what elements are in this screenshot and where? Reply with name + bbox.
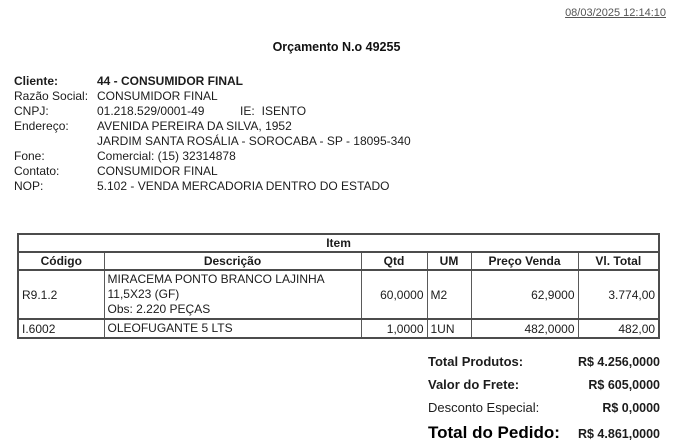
item-qtd: 1,0000 <box>360 318 428 339</box>
nop-label: NOP: <box>14 179 44 193</box>
table-column-header-row: Código Descrição Qtd UM Preço Venda Vl. … <box>17 251 660 271</box>
total-produtos-row: Total Produtos: R$ 4.256,0000 <box>428 354 660 370</box>
item-preco-venda: 482,0000 <box>470 318 579 339</box>
cnpj-row: 01.218.529/0001-49 IE: ISENTO <box>97 104 411 119</box>
endereco-label-spacer <box>14 134 97 149</box>
column-header-preco-venda: Preço Venda <box>470 251 579 271</box>
valor-frete-row: Valor do Frete: R$ 605,0000 <box>428 377 660 393</box>
item-codigo: R9.1.2 <box>17 269 105 320</box>
table-row: R9.1.2 MIRACEMA PONTO BRANCO LAJINHA 11,… <box>17 269 660 320</box>
table-group-header: Item <box>17 233 660 253</box>
item-um: 1UN <box>426 318 472 339</box>
item-descricao: MIRACEMA PONTO BRANCO LAJINHA 11,5X23 (G… <box>103 269 362 320</box>
total-pedido-value: R$ 4.861,0000 <box>577 427 660 441</box>
report-timestamp: 08/03/2025 12:14:10 <box>565 7 666 19</box>
contato-value: CONSUMIDOR FINAL <box>97 164 218 178</box>
contato-label: Contato: <box>14 164 60 178</box>
column-header-descricao: Descrição <box>103 251 362 271</box>
table-group-header-row: Item <box>17 233 660 253</box>
ie-value: ISENTO <box>261 104 307 118</box>
valor-frete-label: Valor do Frete: <box>428 377 520 392</box>
item-um: M2 <box>426 269 472 320</box>
column-header-vl-total: Vl. Total <box>577 251 660 271</box>
item-vl-total: 3.774,00 <box>577 269 660 320</box>
endereco-value-line2: JARDIM SANTA ROSÁLIA - SOROCABA - SP - 1… <box>97 134 411 148</box>
item-descricao: OLEOFUGANTE 5 LTS <box>103 318 362 339</box>
nop-value: 5.102 - VENDA MERCADORIA DENTRO DO ESTAD… <box>97 179 390 193</box>
column-header-codigo: Código <box>17 251 105 271</box>
total-pedido-label: Total do Pedido: <box>428 423 560 442</box>
item-qtd: 60,0000 <box>360 269 428 320</box>
item-vl-total: 482,00 <box>577 318 660 339</box>
cnpj-label: CNPJ: <box>14 104 49 118</box>
cnpj-value: 01.218.529/0001-49 <box>97 104 205 118</box>
fone-value: Comercial: (15) 32314878 <box>97 149 236 163</box>
razao-social-label: Razão Social: <box>14 89 89 103</box>
endereco-value-line1: AVENIDA PEREIRA DA SILVA, 1952 <box>97 119 292 133</box>
table-row: I.6002 OLEOFUGANTE 5 LTS 1,0000 1UN 482,… <box>17 318 660 339</box>
items-table: Item Código Descrição Qtd UM Preço Venda… <box>17 233 661 339</box>
column-header-qtd: Qtd <box>360 251 428 271</box>
client-label: Cliente: <box>14 74 59 88</box>
desconto-especial-label: Desconto Especial: <box>428 400 540 415</box>
razao-social-value: CONSUMIDOR FINAL <box>97 89 218 103</box>
column-header-um: UM <box>426 251 472 271</box>
desconto-especial-value: R$ 0,0000 <box>602 401 660 415</box>
total-produtos-value: R$ 4.256,0000 <box>577 355 660 369</box>
client-value: 44 - CONSUMIDOR FINAL <box>97 74 244 88</box>
endereco-label: Endereço: <box>14 119 69 133</box>
item-codigo: I.6002 <box>17 318 105 339</box>
total-pedido-row: Total do Pedido: R$ 4.861,0000 <box>428 423 660 443</box>
desconto-especial-row: Desconto Especial: R$ 0,0000 <box>428 400 660 416</box>
valor-frete-value: R$ 605,0000 <box>588 378 660 392</box>
total-produtos-label: Total Produtos: <box>428 354 524 369</box>
fone-label: Fone: <box>14 149 45 163</box>
client-info-block: Cliente: 44 - CONSUMIDOR FINAL Razão Soc… <box>14 74 411 194</box>
item-preco-venda: 62,9000 <box>470 269 579 320</box>
totals-block: Total Produtos: R$ 4.256,0000 Valor do F… <box>428 354 660 443</box>
ie-label: IE: <box>240 104 255 118</box>
page-title: Orçamento N.o 49255 <box>272 40 401 54</box>
